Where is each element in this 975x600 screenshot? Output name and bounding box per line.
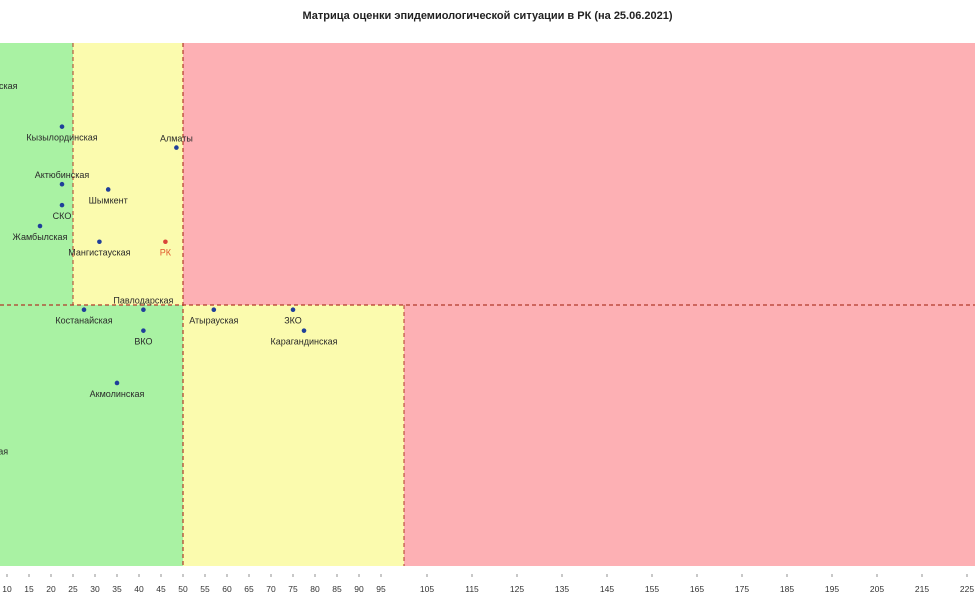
x-tick-label: 185 — [780, 584, 794, 594]
x-tick-label: 20 — [46, 584, 56, 594]
data-point-label: ВКО — [134, 337, 152, 347]
data-point — [290, 307, 296, 313]
data-point-label: РК — [160, 248, 172, 258]
data-point — [141, 307, 146, 313]
x-tick-label: 85 — [332, 584, 342, 594]
data-point-label: Алматы — [160, 134, 193, 144]
x-tick-label: 60 — [222, 584, 232, 594]
x-tick-label: 35 — [112, 584, 122, 594]
data-point-label: Кызылординская — [26, 133, 97, 143]
data-point — [163, 239, 168, 245]
x-tick-label: 65 — [244, 584, 254, 594]
x-tick-label: 30 — [90, 584, 100, 594]
x-tick-label: 105 — [420, 584, 434, 594]
data-point-label: ЗКО — [284, 316, 302, 326]
data-point-label: Атырауская — [189, 316, 238, 326]
data-point-label: Мангистауская — [68, 248, 130, 258]
zone-green-top — [0, 43, 73, 305]
zone-yellow-top — [73, 43, 183, 305]
data-point-label: Акмолинская — [90, 389, 145, 399]
x-tick-label: 115 — [465, 584, 479, 594]
x-tick-label: 205 — [870, 584, 884, 594]
x-tick-label: 75 — [288, 584, 298, 594]
chart-title: Матрица оценки эпидемиологической ситуац… — [302, 10, 673, 22]
data-point — [97, 239, 102, 245]
data-point — [59, 124, 65, 129]
data-point-label: СКО — [53, 211, 72, 221]
data-point-label: Павлодарская — [113, 296, 173, 306]
data-point — [114, 380, 120, 386]
x-tick-label: 80 — [310, 584, 320, 594]
data-point — [301, 328, 307, 333]
x-tick-label: 195 — [825, 584, 839, 594]
zone-green-bottom — [0, 305, 183, 566]
x-tick-label: 215 — [915, 584, 929, 594]
x-tick-label: 90 — [354, 584, 364, 594]
x-tick-label: 25 — [68, 584, 78, 594]
x-tick-label: 165 — [690, 584, 704, 594]
x-tick-label: 95 — [376, 584, 386, 594]
data-point — [174, 145, 179, 150]
data-point-label: Жамбылская — [13, 232, 68, 242]
x-tick-label: 55 — [200, 584, 210, 594]
data-point-label: нская — [0, 81, 18, 91]
data-point-label: Костанайская — [55, 316, 112, 326]
zone-yellow-bottom — [183, 305, 404, 566]
x-tick-label: 135 — [555, 584, 569, 594]
data-point — [81, 307, 87, 313]
x-tick-label: 10 — [2, 584, 12, 594]
data-point — [105, 187, 111, 192]
data-point-label: Шымкент — [89, 195, 128, 205]
zone-red-top — [183, 43, 975, 305]
data-point — [141, 328, 146, 333]
x-tick-label: 50 — [178, 584, 188, 594]
x-tick-label: 15 — [24, 584, 34, 594]
x-tick-label: 40 — [134, 584, 144, 594]
x-tick-label: 155 — [645, 584, 659, 594]
data-point-label: Карагандинская — [270, 337, 337, 347]
data-point-label: Актюбинская — [35, 170, 90, 180]
zone-red-bottom — [404, 305, 975, 566]
data-point-label: атинская — [0, 446, 8, 456]
data-point — [37, 223, 43, 229]
data-point — [211, 307, 217, 313]
data-point — [59, 181, 65, 187]
x-tick-label: 225 — [960, 584, 974, 594]
x-tick-label: 70 — [266, 584, 276, 594]
x-tick-label: 45 — [156, 584, 166, 594]
x-tick-label: 175 — [735, 584, 749, 594]
data-point — [59, 202, 65, 208]
x-tick-label: 145 — [600, 584, 614, 594]
x-tick-label: 125 — [510, 584, 524, 594]
